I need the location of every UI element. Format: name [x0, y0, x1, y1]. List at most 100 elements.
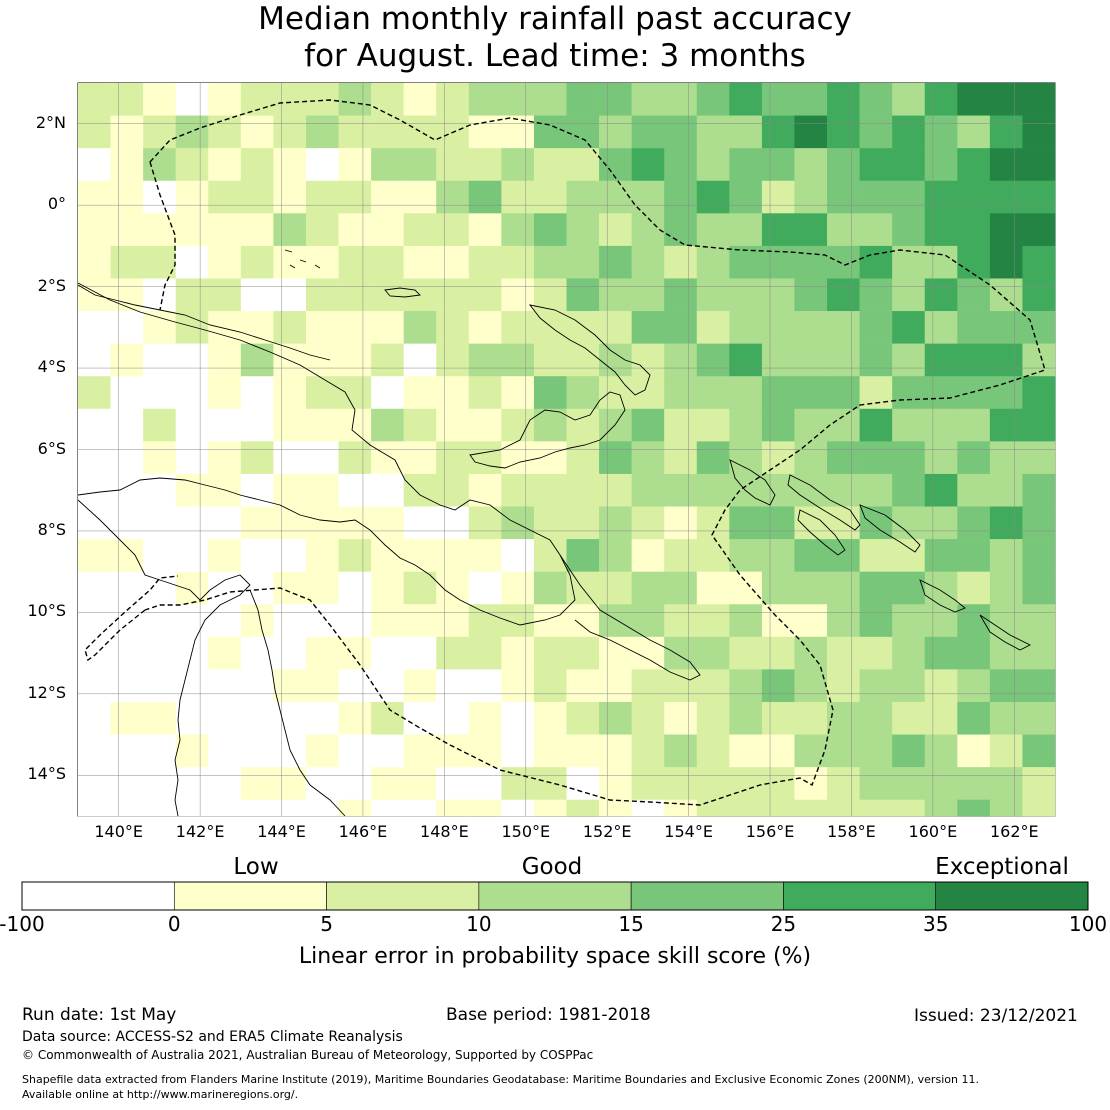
skill-cell: [533, 473, 567, 507]
skill-cell: [696, 115, 730, 149]
huon-gulf-coast: [469, 391, 626, 469]
skill-cell: [78, 734, 111, 768]
skill-cell: [794, 636, 828, 670]
skill-cell: [371, 245, 404, 279]
skill-cell: [501, 734, 535, 768]
skill-cell: [599, 669, 632, 703]
skill-cell: [240, 604, 274, 638]
skill-cell: [305, 506, 339, 540]
colorbar-swatch: [326, 881, 480, 911]
skill-cell: [240, 701, 274, 735]
skill-cell: [631, 571, 665, 605]
skill-cell: [208, 115, 242, 149]
colorbar-swatch: [478, 881, 632, 911]
skill-cell: [924, 571, 958, 605]
skill-cell: [664, 441, 698, 475]
skill-cell: [989, 83, 1023, 116]
skill-cell: [110, 83, 144, 116]
skill-cell: [468, 799, 502, 817]
lon-tick-label: 158°E: [827, 822, 876, 841]
skill-cell: [403, 343, 437, 377]
skill-cell: [371, 701, 404, 735]
skill-cell: [761, 604, 795, 638]
skill-cell: [827, 539, 860, 572]
skill-cell: [468, 148, 502, 182]
skill-cell: [859, 278, 893, 312]
skill-cell: [403, 767, 437, 801]
skill-cell: [892, 571, 926, 605]
graticule: [78, 83, 1055, 816]
skill-cell: [631, 669, 665, 703]
colorbar-tick-label: 100: [1068, 912, 1108, 936]
skill-cell: [338, 506, 372, 540]
skill-cell: [664, 604, 698, 638]
skill-cell: [664, 539, 698, 572]
skill-cell: [78, 180, 111, 214]
skill-cell: [436, 180, 470, 214]
skill-cell: [110, 311, 144, 344]
skill-cell: [436, 473, 470, 507]
skill-cell: [729, 311, 763, 344]
skill-cell: [794, 408, 828, 442]
skill-cell: [566, 604, 600, 638]
skill-cell: [436, 376, 470, 410]
skill-cell: [305, 734, 339, 768]
skill-cell: [729, 701, 763, 735]
skill-cell: [208, 767, 242, 801]
skill-cell: [664, 245, 698, 279]
skill-cell: [110, 669, 144, 703]
skill-cell: [859, 539, 893, 572]
coastlines: [77, 249, 1032, 817]
skill-cell: [957, 636, 991, 670]
skill-cell: [305, 148, 339, 182]
skill-cell: [208, 506, 242, 540]
skill-cell: [305, 245, 339, 279]
skill-cell: [143, 115, 176, 149]
skill-cell: [240, 506, 274, 540]
skill-cell: [273, 539, 307, 572]
skill-cell: [664, 311, 698, 344]
skill-cell: [631, 701, 665, 735]
skill-cell: [924, 539, 958, 572]
skill-cell: [338, 636, 372, 670]
skill-cell: [729, 245, 763, 279]
eez-png-west: [149, 161, 176, 311]
skill-cell: [664, 701, 698, 735]
skill-cell: [957, 408, 991, 442]
skill-cell: [208, 148, 242, 182]
skill-cell: [892, 83, 926, 116]
skill-cell: [827, 376, 860, 410]
skill-cell: [305, 604, 339, 638]
skill-cell: [371, 278, 404, 312]
skill-cell: [208, 734, 242, 768]
skill-cell: [827, 245, 860, 279]
skill-cell: [566, 213, 600, 247]
skill-cell: [305, 213, 339, 247]
data-source: Data source: ACCESS-S2 and ERA5 Climate …: [22, 1029, 403, 1045]
colorbar-category-label: Exceptional: [935, 854, 1069, 880]
skill-grid: [78, 83, 1056, 817]
skill-cell: [631, 539, 665, 572]
skill-cell: [761, 734, 795, 768]
skill-cell: [957, 311, 991, 344]
skill-cell: [403, 539, 437, 572]
skill-cell: [273, 506, 307, 540]
shapefile-credit-1: Shapefile data extracted from Flanders M…: [22, 1073, 979, 1086]
skill-cell: [631, 278, 665, 312]
skill-cell: [794, 83, 828, 116]
skill-cell: [501, 701, 535, 735]
colorbar-tick-label: 15: [618, 912, 644, 936]
skill-cell: [859, 669, 893, 703]
skill-cell: [924, 83, 958, 116]
skill-cell: [533, 180, 567, 214]
skill-cell: [729, 115, 763, 149]
skill-cell: [664, 767, 698, 801]
skill-cell: [696, 83, 730, 116]
skill-cell: [892, 669, 926, 703]
skill-cell: [305, 669, 339, 703]
skill-cell: [957, 571, 991, 605]
skill-cell: [761, 539, 795, 572]
skill-cell: [696, 245, 730, 279]
skill-cell: [78, 604, 111, 638]
skill-cell: [533, 669, 567, 703]
